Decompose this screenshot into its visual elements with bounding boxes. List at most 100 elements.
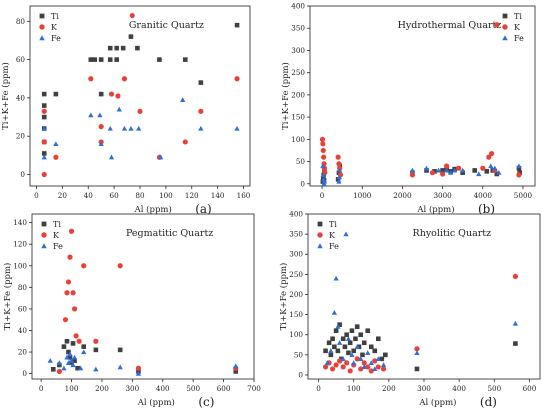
- data-point-fe: [447, 170, 454, 175]
- y-tick-label: 40: [16, 93, 26, 102]
- data-point-fe: [56, 360, 63, 365]
- data-point-fe: [340, 356, 346, 361]
- x-tick-label: 0: [39, 384, 44, 393]
- data-point-k: [347, 368, 353, 374]
- data-point-ti: [92, 57, 98, 62]
- data-point-ti: [39, 13, 45, 19]
- data-point-ti: [120, 45, 126, 51]
- data-point-ti: [41, 151, 47, 156]
- data-point-ti: [328, 352, 334, 358]
- data-point-ti: [358, 332, 364, 338]
- y-tick-label: 20: [18, 348, 28, 357]
- y-tick-label: 80: [18, 283, 28, 292]
- data-point-ti: [70, 341, 76, 346]
- data-point-fe: [375, 356, 381, 361]
- panel-pegmatitic: Pegmatitic Quartz Al (ppm) Ti+K+Fe (ppm)…: [2, 213, 261, 409]
- data-point-ti: [333, 328, 339, 334]
- data-point-ti: [233, 369, 239, 374]
- panel-hydrothermal: Hydrothermal Quartz Al (ppm) Ti+K+Fe (pp…: [280, 2, 536, 216]
- data-point-k: [335, 154, 341, 160]
- data-point-fe: [409, 167, 416, 173]
- x-tick-label: 100: [159, 191, 173, 200]
- data-point-ti: [41, 221, 47, 227]
- data-point-fe: [41, 125, 47, 131]
- data-point-ti: [135, 45, 140, 51]
- panel-granitic: Granitic Quartz Al (ppm) Ti+K+Fe (ppm) (…: [0, 5, 251, 216]
- x-tick-label: 100: [347, 384, 361, 393]
- data-point-ti: [107, 57, 113, 62]
- y-tick-label: 20: [16, 132, 26, 141]
- data-point-ti: [41, 91, 47, 97]
- legend-label: Fe: [53, 242, 63, 251]
- data-point-k: [76, 338, 82, 344]
- data-point-k: [39, 24, 45, 30]
- data-point-k: [320, 147, 326, 154]
- data-point-fe: [71, 354, 78, 360]
- data-point-k: [502, 24, 508, 30]
- x-axis-label: Al (ppm): [418, 397, 456, 408]
- data-point-k: [317, 232, 323, 238]
- data-point-fe: [93, 366, 99, 372]
- panel-label: (d): [480, 395, 497, 409]
- panel-title: Rhyolitic Quartz: [413, 228, 492, 239]
- y-tick-label: 50: [294, 350, 304, 359]
- data-point-k: [41, 171, 47, 178]
- data-point-fe: [39, 35, 45, 41]
- panel-rhyolitic: Rhyolitic Quartz Al (ppm) Ti+K+Fe (ppm) …: [278, 210, 541, 409]
- data-point-ti: [332, 344, 337, 350]
- y-tick-label: 400: [291, 2, 305, 11]
- data-point-ti: [356, 344, 362, 350]
- y-tick-label: 100: [13, 261, 27, 270]
- data-point-fe: [336, 174, 342, 180]
- data-point-fe: [128, 125, 134, 131]
- data-point-fe: [324, 360, 330, 366]
- x-tick-label: 20: [58, 191, 68, 200]
- data-point-k: [108, 91, 115, 97]
- plot-frame: [29, 5, 251, 187]
- x-tick-label: 400: [452, 384, 466, 393]
- data-point-fe: [233, 363, 239, 369]
- data-point-ti: [317, 221, 323, 227]
- plot-frame: [31, 213, 255, 380]
- data-point-ti: [440, 168, 445, 173]
- data-point-ti: [337, 322, 342, 327]
- y-tick-label: 80: [16, 17, 26, 26]
- x-tick-label: 120: [185, 191, 199, 200]
- data-point-fe: [333, 275, 339, 281]
- data-point-k: [439, 171, 446, 177]
- data-point-fe: [320, 163, 326, 169]
- data-point-k: [56, 368, 62, 375]
- data-point-ti: [354, 324, 360, 329]
- data-point-ti: [360, 352, 365, 358]
- legend-label: K: [53, 231, 60, 240]
- y-tick-label: 250: [291, 68, 305, 77]
- x-tick-label: 600: [523, 384, 537, 393]
- data-point-k: [375, 364, 381, 370]
- data-point-fe: [41, 154, 47, 160]
- data-point-ti: [349, 328, 355, 334]
- data-point-k: [368, 368, 374, 374]
- data-point-k: [340, 364, 346, 370]
- x-tick-label: 140: [211, 191, 225, 200]
- data-point-fe: [68, 358, 75, 363]
- y-tick-label: 350: [289, 230, 303, 239]
- data-point-k: [41, 232, 47, 238]
- data-point-fe: [41, 243, 47, 249]
- data-point-ti: [339, 356, 344, 362]
- data-point-fe: [121, 125, 128, 131]
- data-point-ti: [98, 91, 104, 97]
- data-point-ti: [57, 362, 62, 368]
- data-point-fe: [198, 125, 204, 131]
- panel-title: Granitic Quartz: [129, 20, 204, 31]
- data-point-k: [64, 290, 70, 296]
- data-point-fe: [321, 178, 328, 184]
- data-point-ti: [361, 340, 367, 346]
- data-point-k: [65, 279, 72, 285]
- data-point-k: [41, 139, 47, 145]
- data-point-k: [358, 366, 364, 372]
- x-tick-label: 0: [34, 191, 39, 200]
- data-point-ti: [335, 348, 341, 354]
- y-tick-label: 100: [289, 330, 303, 339]
- data-point-k: [322, 364, 329, 370]
